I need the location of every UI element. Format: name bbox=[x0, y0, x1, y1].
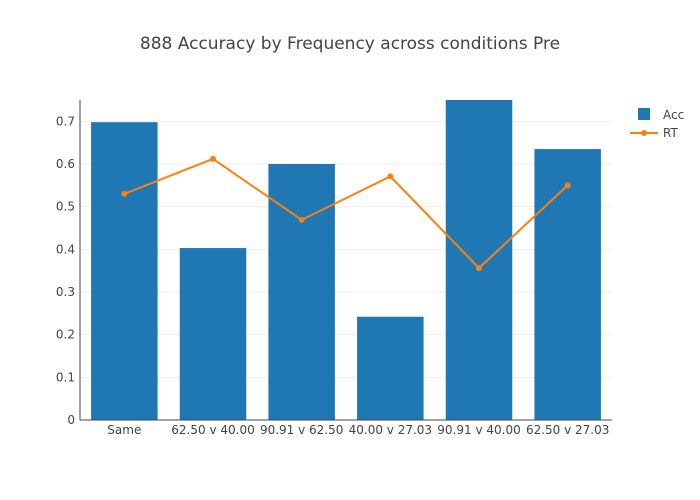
x-tick-label: 40.00 v 27.03 bbox=[349, 423, 432, 437]
y-tick-label: 0.6 bbox=[56, 157, 75, 171]
legend-marker-rt bbox=[641, 130, 647, 136]
legend-swatch-acc bbox=[638, 108, 650, 120]
x-tick-label: 90.91 v 62.50 bbox=[260, 423, 343, 437]
y-tick-label: 0.7 bbox=[56, 114, 75, 128]
rt-point[interactable] bbox=[564, 182, 571, 189]
bar-acc[interactable] bbox=[445, 100, 513, 420]
x-tick-label: 62.50 v 40.00 bbox=[171, 423, 254, 437]
chart-title: 888 Accuracy by Frequency across conditi… bbox=[139, 34, 561, 54]
legend-label-rt: RT bbox=[663, 126, 678, 140]
bar-acc[interactable] bbox=[179, 248, 247, 420]
rt-point[interactable] bbox=[121, 190, 128, 197]
x-tick-label: 90.91 v 40.00 bbox=[437, 423, 520, 437]
rt-point[interactable] bbox=[476, 265, 482, 272]
bar-acc[interactable] bbox=[534, 149, 601, 421]
bar-acc[interactable] bbox=[357, 316, 424, 420]
y-tick-label: 0 bbox=[67, 413, 75, 427]
bar-acc[interactable] bbox=[91, 122, 158, 420]
y-tick-label: 0.4 bbox=[56, 242, 75, 256]
rt-point[interactable] bbox=[298, 216, 305, 223]
x-tick-label: Same bbox=[107, 423, 141, 437]
y-tick-label: 0.1 bbox=[56, 370, 75, 384]
y-tick-label: 0.5 bbox=[56, 200, 75, 214]
rt-point[interactable] bbox=[210, 155, 216, 162]
y-tick-label: 0.2 bbox=[56, 328, 75, 342]
bar-acc[interactable] bbox=[268, 164, 335, 420]
rt-series-line bbox=[123, 157, 569, 270]
rt-point[interactable] bbox=[387, 173, 394, 180]
legend-label-acc: Acc bbox=[663, 108, 684, 122]
y-tick-label: 0.3 bbox=[56, 285, 75, 299]
x-tick-label: 62.50 v 27.03 bbox=[526, 423, 609, 437]
